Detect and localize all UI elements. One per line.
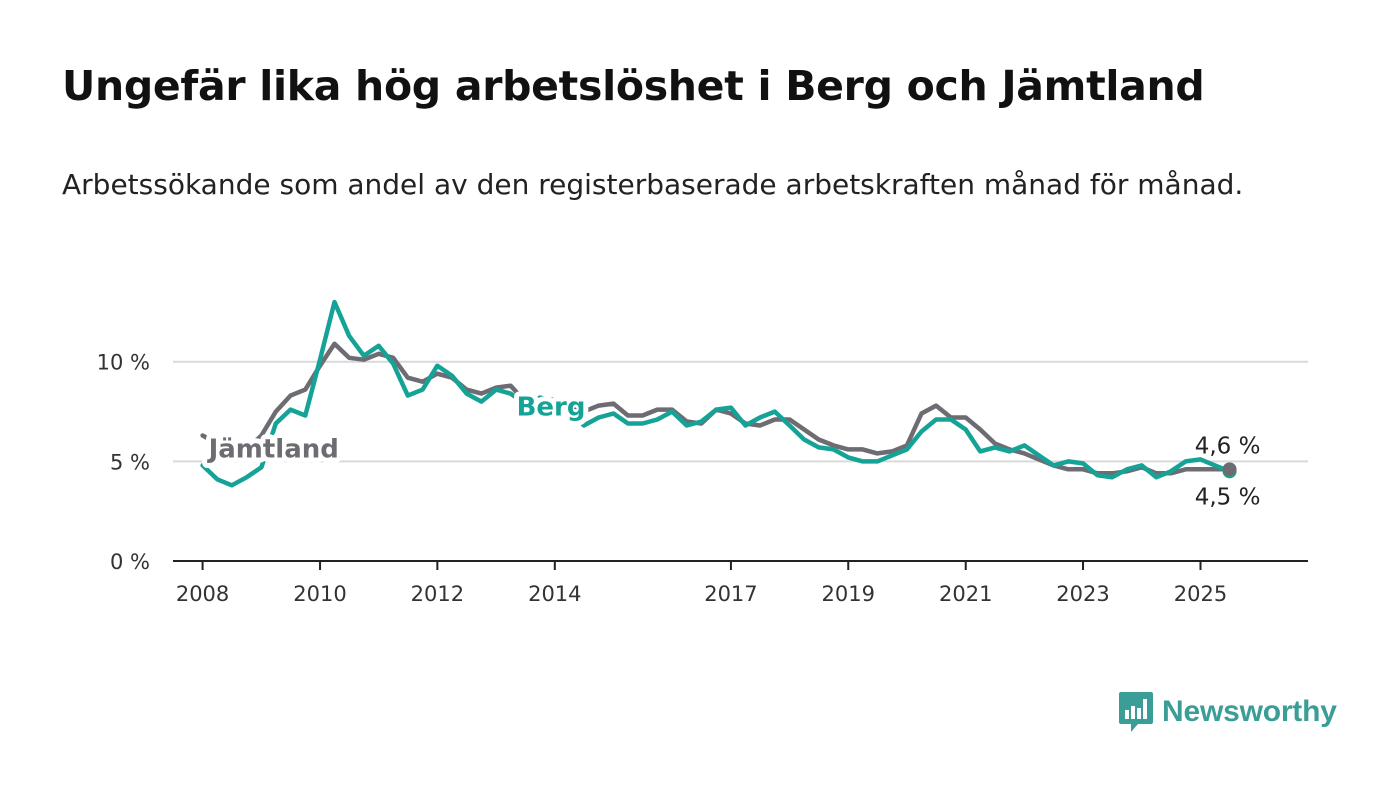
brand-name: Newsworthy — [1162, 695, 1337, 728]
end-value-label: 4,6 % — [1195, 433, 1261, 459]
series-label-jmtland: Jämtland — [207, 434, 339, 464]
end-dot — [1222, 462, 1237, 477]
x-tick-label: 2010 — [293, 582, 346, 606]
x-tick-label: 2019 — [822, 582, 875, 606]
x-tick-label: 2023 — [1056, 582, 1109, 606]
series-labels: Jämtland Berg 4,6 % 4,5 % — [202, 388, 1264, 514]
y-tick-label: 10 % — [97, 351, 150, 375]
chart-title: Ungefär lika hög arbetslöshet i Berg och… — [62, 62, 1205, 110]
bar-chart-speech-bubble-icon — [1119, 692, 1153, 732]
series-lines — [200, 299, 1232, 488]
series-label-berg: Berg — [517, 393, 586, 423]
series-line-berg — [200, 299, 1232, 488]
x-tick-label: 2014 — [528, 582, 581, 606]
y-tick-label: 0 % — [110, 550, 150, 574]
end-value-label: 4,5 % — [1195, 484, 1261, 510]
x-tick-label: 2021 — [939, 582, 992, 606]
chart-subtitle: Arbetssökande som andel av den registerb… — [62, 168, 1244, 201]
x-tick-label: 2012 — [411, 582, 464, 606]
x-tick-label: 2025 — [1174, 582, 1227, 606]
x-tick-label: 2008 — [176, 582, 229, 606]
newsworthy-logo: Newsworthy — [1118, 690, 1337, 734]
y-tick-label: 5 % — [110, 450, 150, 474]
x-tick-label: 2017 — [704, 582, 757, 606]
x-axis: 2008 2010 2012 2014 2017 2019 2021 2023 2025 — [173, 560, 1308, 606]
